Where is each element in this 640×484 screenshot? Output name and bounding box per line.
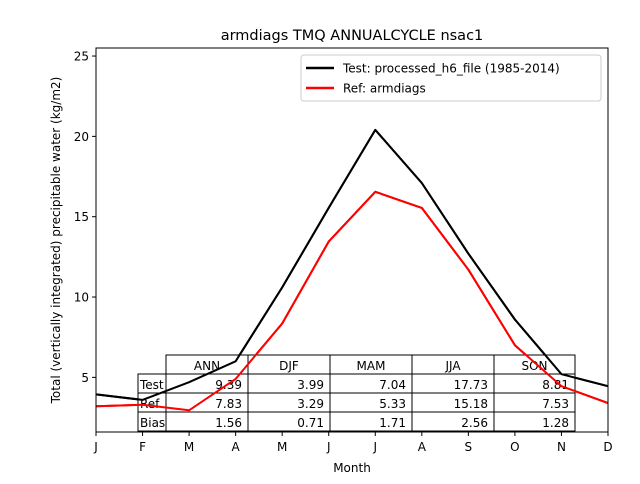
- table-cell-value: 2.56: [461, 416, 488, 430]
- legend-label: Test: processed_h6_file (1985-2014): [342, 62, 560, 76]
- x-tick-label: O: [510, 440, 519, 454]
- table-cell-value: 7.04: [379, 378, 406, 392]
- x-tick-label: S: [465, 440, 473, 454]
- table-cell-value: 3.99: [297, 378, 324, 392]
- table-cell-value: 0.71: [297, 416, 324, 430]
- plot-frame: [95, 47, 609, 433]
- y-tick-label: 20: [74, 130, 89, 144]
- table-column-header: MAM: [357, 359, 386, 373]
- table-row-label: Bias: [140, 416, 165, 430]
- table-cell-value: 8.81: [542, 378, 569, 392]
- table-column-header: JJA: [444, 359, 461, 373]
- chart-title: armdiags TMQ ANNUALCYCLE nsac1: [221, 28, 484, 44]
- series-line-overlay-ref: [95, 190, 609, 412]
- y-tick-label: 25: [74, 50, 89, 64]
- x-tick-label: A: [232, 440, 241, 454]
- legend-label: Ref: armdiags: [343, 82, 426, 96]
- x-tick-label: N: [557, 440, 566, 454]
- x-tick-label: M: [277, 440, 287, 454]
- table-cell-value: 3.29: [297, 397, 324, 411]
- x-tick-label: D: [603, 440, 612, 454]
- x-tick-label: F: [139, 440, 146, 454]
- x-axis-label: Month: [333, 461, 371, 475]
- y-axis-label: Total (vertically integrated) precipitab…: [49, 77, 63, 405]
- x-tick-label: J: [372, 440, 377, 454]
- table-cell-value: 1.71: [379, 416, 406, 430]
- legend: Test: processed_h6_file (1985-2014) Ref: …: [300, 54, 602, 102]
- table-cell: [493, 411, 576, 432]
- x-tick-label: J: [93, 440, 98, 454]
- table-cell-value: 1.28: [542, 416, 569, 430]
- x-tick-label: M: [184, 440, 194, 454]
- y-tick-label: 15: [74, 210, 89, 224]
- table-column-header: DJF: [279, 359, 299, 373]
- legend-box: [300, 54, 602, 102]
- table-row-label: Ref: [140, 397, 160, 411]
- y-ticks: 5 10 15 20 25: [74, 50, 96, 385]
- table-cell-value: 17.73: [454, 378, 488, 392]
- table-cell-value: 15.18: [454, 397, 488, 411]
- y-tick-label: 10: [74, 291, 89, 305]
- table-row-label: Test: [139, 378, 164, 392]
- x-tick-label: J: [326, 440, 331, 454]
- x-tick-label: A: [418, 440, 427, 454]
- y-tick-label: 5: [81, 371, 89, 385]
- table-cell-value: 1.56: [215, 416, 242, 430]
- table-cell-value: 5.33: [379, 397, 406, 411]
- table-column-header: ANN: [194, 359, 220, 373]
- series-line-overlay-test: [95, 128, 609, 401]
- table-cell-value: 7.83: [215, 397, 242, 411]
- table-cell-value: 7.53: [542, 397, 569, 411]
